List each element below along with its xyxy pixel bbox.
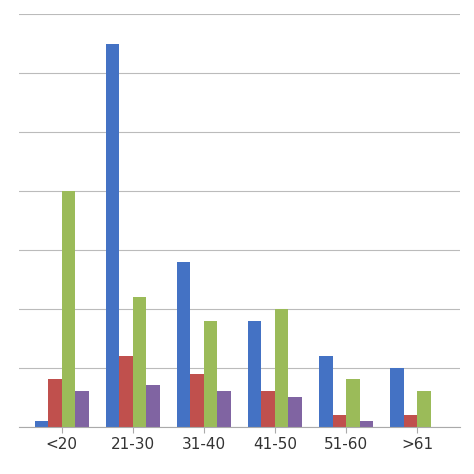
Bar (217, 391, 231, 427)
Bar (333, 415, 346, 427)
Bar (319, 356, 333, 427)
Bar (75, 391, 89, 427)
Bar (119, 356, 133, 427)
Bar (417, 391, 431, 427)
Bar (133, 297, 146, 427)
Bar (390, 368, 404, 427)
Bar (275, 309, 288, 427)
Bar (346, 380, 359, 427)
Bar (204, 320, 217, 427)
Bar (48, 380, 62, 427)
Bar (106, 44, 119, 427)
Bar (35, 421, 48, 427)
Bar (177, 262, 190, 427)
Bar (360, 421, 373, 427)
Bar (248, 320, 262, 427)
Bar (191, 374, 204, 427)
Bar (62, 191, 75, 427)
Bar (288, 397, 302, 427)
Bar (262, 391, 275, 427)
Bar (404, 415, 417, 427)
Bar (146, 385, 160, 427)
